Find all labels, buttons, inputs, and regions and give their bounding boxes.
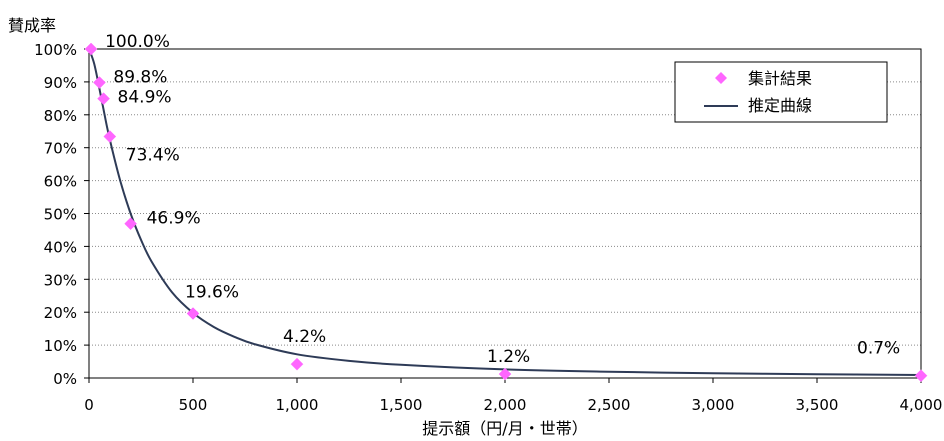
x-tick-label: 3,000 (692, 396, 735, 414)
legend-label-curve: 推定曲線 (748, 96, 812, 115)
data-point-marker (103, 130, 117, 143)
data-label: 100.0% (105, 32, 170, 52)
x-tick-label: 3,500 (796, 396, 839, 414)
x-tick-label: 1,500 (380, 396, 423, 414)
data-label: 89.8% (113, 68, 167, 88)
data-point-marker (498, 367, 512, 381)
y-tick-label: 50% (44, 206, 77, 224)
data-point-marker (914, 369, 928, 383)
data-point-marker (97, 92, 110, 106)
y-tick-label: 70% (44, 140, 77, 158)
y-tick-label: 30% (44, 271, 77, 289)
y-tick-label: 100% (34, 41, 77, 59)
data-label: 19.6% (185, 283, 239, 303)
legend-box (674, 61, 888, 123)
data-label: 84.9% (118, 88, 172, 108)
x-axis-title: 提示額（円/月・世帯） (422, 419, 587, 438)
y-axis-title: 賛成率 (8, 16, 56, 35)
y-tick-label: 80% (44, 107, 77, 125)
x-tick-label: 0 (84, 396, 94, 414)
data-label: 73.4% (126, 146, 180, 166)
x-tick-label: 2,000 (484, 396, 527, 414)
y-tick-label: 40% (44, 238, 77, 256)
x-tick-label: 2,500 (588, 396, 631, 414)
legend-label-results: 集計結果 (748, 69, 812, 88)
x-tick-label: 500 (179, 396, 208, 414)
data-point-marker (84, 42, 98, 56)
data-point-marker (290, 357, 304, 371)
data-point-marker (186, 307, 200, 320)
data-label: 4.2% (283, 327, 326, 347)
x-tick-label: 1,000 (276, 396, 319, 414)
y-tick-label: 60% (44, 173, 77, 191)
y-tick-label: 20% (44, 304, 77, 322)
series (84, 42, 928, 383)
data-point-marker (124, 217, 137, 231)
x-tick-label: 4,000 (900, 396, 943, 414)
data-labels: 100.0% 89.8%84.9% 73.4% 46.9% 19.6% 4.2% 1.2% 0… (105, 32, 900, 367)
data-label: 0.7% (857, 339, 900, 359)
y-tick-label: 10% (44, 337, 77, 355)
legend: 集計結果 推定曲線 (674, 61, 888, 123)
data-label: 1.2% (487, 347, 530, 367)
legend-diamond-marker (715, 72, 727, 84)
data-label: 46.9% (147, 209, 201, 229)
data-point-marker (93, 76, 106, 89)
y-tick-label: 90% (44, 74, 77, 92)
y-tick-label: 0% (53, 370, 77, 388)
x-tick-labels: 0 500 1,000 1,500 2,000 2,500 3,000 3,500 4,000 (84, 396, 942, 414)
y-tick-labels: 0% 10% 20% 30% 40% 50% 60% 70% 80% 90% 100% (34, 41, 77, 388)
